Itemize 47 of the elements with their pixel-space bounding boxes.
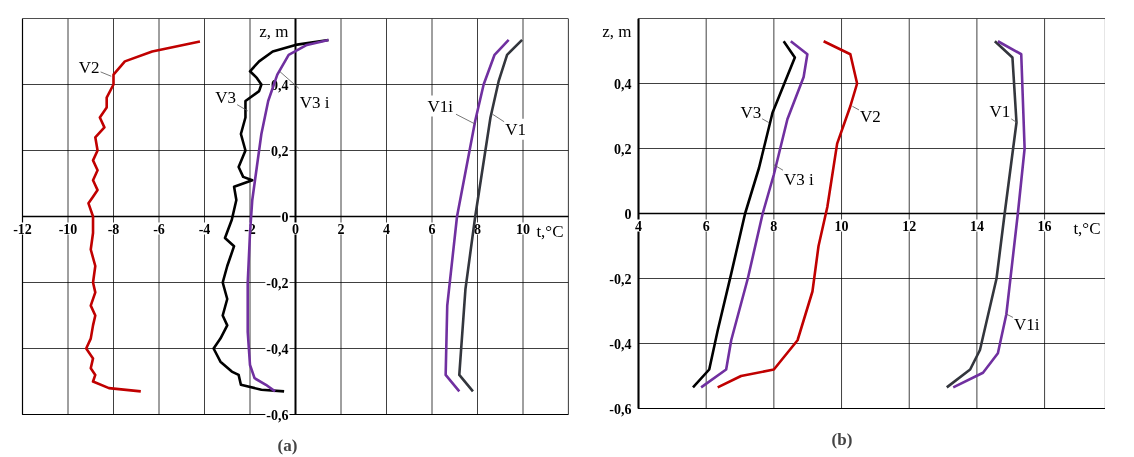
annotation: V1i (427, 96, 454, 116)
annotation: V1 (989, 102, 1011, 121)
text: (a) (277, 435, 298, 455)
y-tick-label: -0,4 (609, 336, 632, 352)
text: (b) (831, 429, 853, 449)
x-tick-label: 2 (337, 221, 345, 237)
y-tick-label: 0 (624, 206, 632, 222)
y-tick-label: -0,2 (609, 271, 632, 287)
x-tick-label: 0 (292, 221, 299, 237)
annotation: V3 i (783, 170, 815, 190)
y-tick-label: -0,2 (266, 275, 289, 291)
y-tick-label: -0,4 (266, 341, 289, 357)
x-tick-label: 14 (969, 218, 984, 234)
annotation: V2 (78, 57, 100, 77)
annotation: V3 (215, 88, 237, 108)
y-axis-title: z, m (259, 21, 289, 41)
x-tick-label: -12 (13, 221, 32, 237)
annotation: V2 (859, 106, 881, 126)
annotation: V1 (505, 119, 526, 139)
y-tick-label: 0,2 (271, 143, 289, 159)
x-tick-label: 8 (770, 218, 778, 234)
y-tick-label: 0,4 (614, 76, 632, 92)
x-axis-title: t,°C (1073, 218, 1101, 238)
y-tick-label: 0,2 (614, 141, 632, 157)
x-tick-label: 10 (834, 218, 849, 234)
x-axis-title: t,°C (536, 221, 564, 241)
x-tick-label: -6 (153, 221, 165, 237)
x-tick-label: 12 (902, 218, 917, 234)
y-axis-title: z, m (602, 21, 632, 41)
x-tick-label: 4 (383, 221, 390, 237)
x-tick-label: 6 (428, 221, 436, 237)
x-tick-label: -4 (198, 221, 211, 237)
line-series (699, 39, 809, 389)
line-series (246, 38, 330, 393)
annotation: V1i (1013, 314, 1040, 334)
x-tick-label: 6 (702, 218, 710, 234)
x-tick-label: -8 (107, 221, 120, 237)
x-tick-label: 16 (1037, 218, 1052, 234)
x-tick-label: 4 (635, 218, 642, 234)
x-tick-label: 8 (474, 221, 481, 237)
y-tick-label: -0,6 (266, 407, 289, 423)
y-tick-label: -0,6 (609, 401, 632, 417)
annotation: V3 i (299, 92, 330, 112)
x-tick-label: -10 (58, 221, 78, 237)
annotation: V3 (740, 103, 762, 122)
line-series (716, 39, 859, 389)
x-tick-label: 10 (516, 221, 530, 237)
